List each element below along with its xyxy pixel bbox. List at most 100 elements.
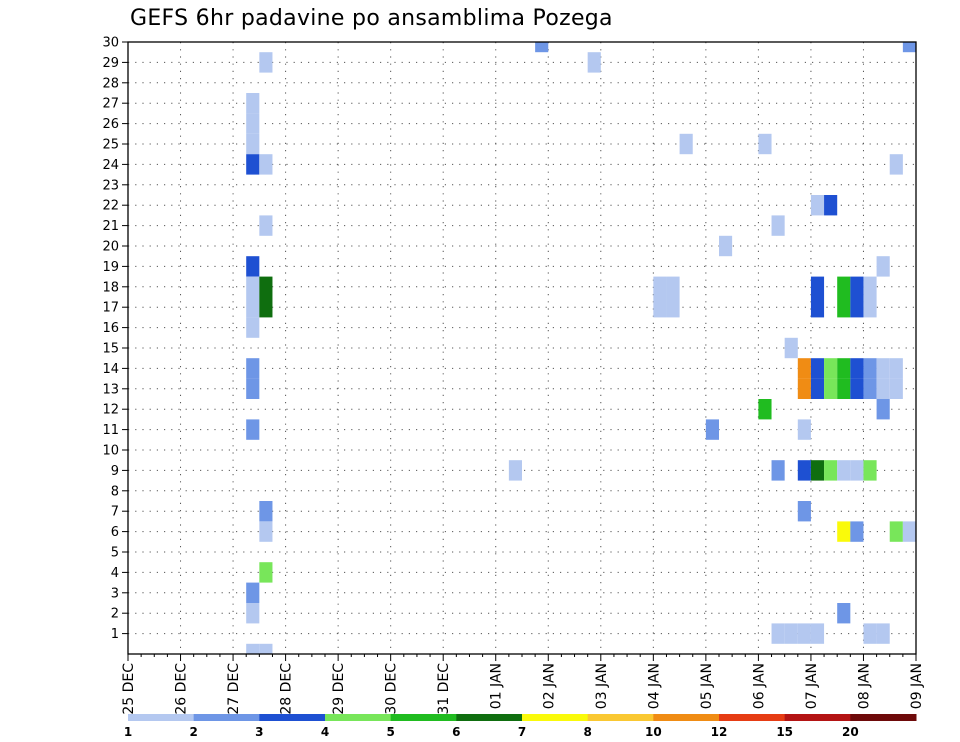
precip-cell	[719, 235, 733, 257]
x-tick-label: 27 DEC	[226, 663, 242, 715]
precip-cell	[876, 378, 890, 399]
precip-cell	[246, 154, 260, 175]
colorbar-segment	[128, 714, 195, 721]
y-tick-label: 19	[102, 260, 119, 275]
precip-cell	[863, 297, 877, 318]
precip-cell	[810, 297, 825, 318]
precip-cell	[246, 643, 260, 654]
precip-cell	[653, 276, 667, 297]
colorbar-segment	[653, 714, 720, 721]
precip-cell	[246, 133, 260, 155]
colorbar-label: 15	[776, 725, 793, 739]
precip-cell	[797, 419, 811, 440]
precip-cell	[259, 562, 273, 583]
precip-cell	[824, 378, 838, 399]
precip-cell	[889, 378, 903, 399]
precip-cell	[889, 154, 903, 175]
precip-cell	[535, 42, 549, 53]
y-tick-label: 29	[102, 56, 119, 71]
y-tick-label: 13	[102, 382, 119, 397]
precip-cell	[863, 358, 877, 379]
precip-cell	[824, 358, 838, 379]
precip-cell	[863, 460, 877, 481]
precip-cell	[259, 643, 273, 654]
y-tick-label: 11	[102, 423, 119, 438]
precip-cell	[797, 358, 811, 379]
y-tick-label: 8	[111, 484, 119, 499]
grid-lines	[128, 41, 916, 654]
y-tick-label: 15	[102, 342, 119, 357]
precip-cell	[587, 52, 601, 73]
precip-cell	[837, 378, 851, 399]
precip-cell	[876, 256, 890, 277]
x-tick-label: 06 JAN	[751, 663, 767, 709]
y-tick-label: 27	[102, 97, 119, 112]
precip-cell	[837, 297, 851, 318]
precip-cell	[666, 276, 680, 297]
precip-cell	[705, 419, 719, 440]
y-tick-label: 28	[102, 76, 119, 91]
precip-cell	[666, 297, 680, 318]
precip-cell	[758, 399, 772, 420]
precip-cell	[810, 276, 825, 297]
y-tick-label: 2	[111, 607, 119, 622]
y-tick-label: 17	[102, 301, 119, 316]
precip-cell	[797, 623, 811, 644]
precip-cell	[824, 195, 838, 216]
precip-cell	[246, 297, 260, 318]
y-tick-label: 5	[111, 546, 119, 561]
precip-cell	[784, 337, 798, 359]
colorbar-label: 10	[645, 725, 662, 739]
x-tick-label: 03 JAN	[594, 663, 610, 709]
y-tick-label: 22	[102, 199, 119, 214]
x-tick-label: 29 DEC	[331, 663, 347, 715]
colorbar: 1 2 3 4 5 6 7 8 10 12 15 20	[124, 714, 917, 739]
colorbar-label: 5	[386, 725, 394, 739]
y-tick-label: 12	[102, 403, 119, 418]
x-tick-label: 01 JAN	[489, 663, 505, 709]
precip-cell	[797, 460, 811, 481]
precip-cell	[246, 378, 260, 399]
precip-cell	[863, 378, 877, 399]
precip-cell	[771, 215, 785, 236]
y-tick-label: 10	[102, 444, 119, 459]
y-tick-label: 26	[102, 117, 119, 132]
precip-cell	[889, 358, 903, 379]
precip-cell	[246, 582, 260, 603]
precip-cell	[784, 623, 798, 644]
colorbar-label: 1	[124, 725, 132, 739]
colorbar-label: 4	[321, 725, 329, 739]
colorbar-segment	[587, 714, 654, 721]
y-tick-label: 16	[102, 321, 119, 336]
precip-cell	[508, 460, 522, 481]
precip-cell	[797, 501, 811, 522]
precip-cell	[259, 501, 273, 522]
y-tick-label: 25	[102, 138, 119, 153]
precip-cell	[837, 460, 851, 481]
precip-cell	[850, 276, 864, 297]
y-tick-label: 9	[111, 464, 119, 479]
precip-cell	[259, 521, 273, 542]
precip-cell	[653, 297, 667, 318]
x-tick-label: 28 DEC	[279, 663, 295, 715]
precip-cell	[797, 378, 811, 399]
colorbar-label: 2	[189, 725, 197, 739]
precip-cell	[837, 358, 851, 379]
y-tick-label: 14	[102, 362, 119, 377]
colorbar-segment	[193, 714, 260, 721]
x-tick-label: 07 JAN	[804, 663, 820, 709]
precip-cell	[837, 276, 851, 297]
precip-cell	[863, 276, 877, 297]
precip-cell	[246, 603, 260, 624]
precip-cell	[810, 378, 825, 399]
colorbar-label: 6	[452, 725, 460, 739]
precip-cell	[824, 460, 838, 481]
precip-cell	[259, 154, 273, 175]
precip-cell	[837, 521, 851, 542]
precip-cell	[679, 133, 693, 155]
precip-cell	[850, 358, 864, 379]
precip-cells	[246, 42, 916, 654]
precip-cell	[863, 623, 877, 644]
precip-cell	[876, 623, 890, 644]
